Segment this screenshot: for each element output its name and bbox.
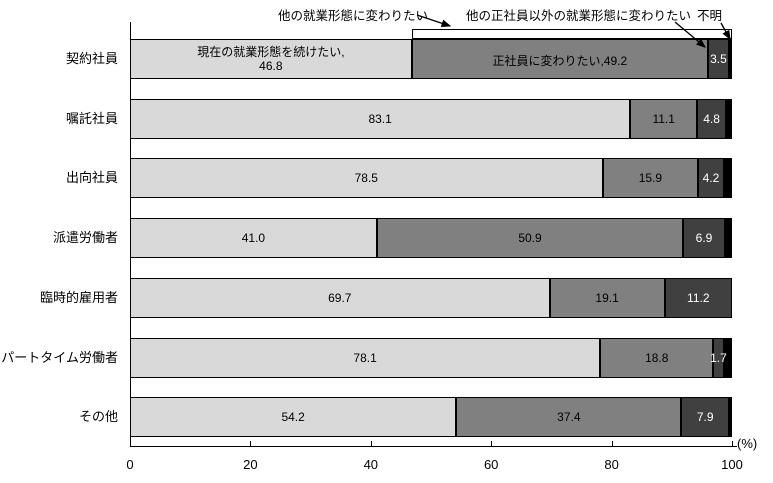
x-tick [370, 441, 372, 446]
bar-value-label: 50.9 [518, 231, 542, 246]
annotation-change-to-other-employment-form: 他の就業形態に変わりたい [278, 9, 429, 23]
group-bracket-box [412, 29, 732, 39]
bar-segment [456, 397, 682, 438]
unit-label: (%) [737, 436, 758, 451]
bar-value-label: 83.1 [368, 111, 392, 126]
category-label: 臨時的雇用者 [39, 289, 118, 305]
bar-segment [697, 98, 726, 139]
bar-value-label: 11.1 [652, 111, 675, 126]
bar-segment [707, 39, 729, 79]
bar-value-label: 69.7 [328, 290, 352, 305]
x-tick [491, 441, 493, 446]
category-label: パートタイム労働者 [1, 349, 118, 365]
x-tick-label: 0 [126, 457, 134, 472]
bar-segment [723, 158, 732, 199]
bar-segment [130, 39, 412, 79]
bar-segment [130, 277, 550, 318]
bar-segment [698, 158, 724, 199]
x-axis-line [130, 446, 737, 447]
bar-segment [130, 98, 631, 139]
category-label: その他 [78, 409, 118, 425]
bar-value-label: 6.9 [695, 231, 713, 246]
x-tick [732, 441, 733, 446]
bar-value-label: 37.4 [557, 410, 581, 425]
category-label: 嘱託社員 [65, 110, 118, 126]
bar-segment [664, 277, 732, 318]
bar-segment [130, 218, 377, 259]
x-tick-label: 40 [363, 457, 379, 472]
bar-segment [549, 277, 665, 318]
bar-segment [630, 98, 698, 139]
category-label: 契約社員 [65, 51, 118, 66]
bar-segment [728, 397, 732, 438]
x-tick [611, 441, 613, 446]
bar-value-label: 正社員に変わりたい,49.2 [492, 54, 628, 68]
x-tick-label: 20 [243, 457, 258, 472]
x-tick-label: 60 [483, 457, 499, 472]
bar-segment [411, 39, 708, 79]
bar-value-label: 4.8 [703, 111, 720, 126]
bar-segment [600, 337, 714, 378]
bar-value-label: 19.1 [595, 290, 619, 305]
bar-segment [602, 158, 699, 199]
category-label: 派遣労働者 [52, 230, 118, 246]
bar-value-label: 7.9 [696, 410, 714, 425]
x-tick-label: 80 [604, 457, 619, 472]
bar-value-label: 現在の就業形態を続けたい, 46.8 [197, 45, 345, 73]
bar-segment [376, 218, 684, 259]
annotation-unknown: 不明 [697, 9, 723, 23]
x-tick-label: 100 [721, 457, 743, 472]
bar-segment [713, 337, 724, 378]
x-tick [250, 441, 252, 446]
bar-value-label: 15.9 [638, 171, 663, 186]
bar-value-label: 18.8 [645, 350, 669, 365]
bar-value-label: 78.5 [354, 171, 378, 186]
category-label: 出向社員 [65, 170, 118, 186]
bar-value-label: 11.2 [687, 290, 710, 305]
bar-segment [723, 337, 732, 378]
bar-segment [681, 397, 729, 438]
bar-value-label: 78.1 [353, 350, 377, 365]
y-axis-line [130, 22, 131, 446]
bar-value-label: 41.0 [241, 231, 266, 246]
bar-value-label: 4.2 [702, 171, 720, 186]
bar-segment [725, 98, 732, 139]
bar-segment [130, 397, 457, 438]
x-tick [130, 441, 131, 446]
bar-value-label: 3.5 [710, 52, 727, 66]
bar-segment [130, 337, 601, 378]
bar-value-label: 1.7 [710, 350, 727, 365]
bar-segment [728, 39, 732, 79]
annotation-change-to-other-nonregular-form: 他の正社員以外の就業形態に変わりたい [466, 9, 692, 23]
bar-segment [683, 218, 725, 259]
bar-segment [724, 218, 732, 259]
bar-value-label: 54.2 [281, 410, 305, 425]
bar-segment [130, 158, 603, 199]
